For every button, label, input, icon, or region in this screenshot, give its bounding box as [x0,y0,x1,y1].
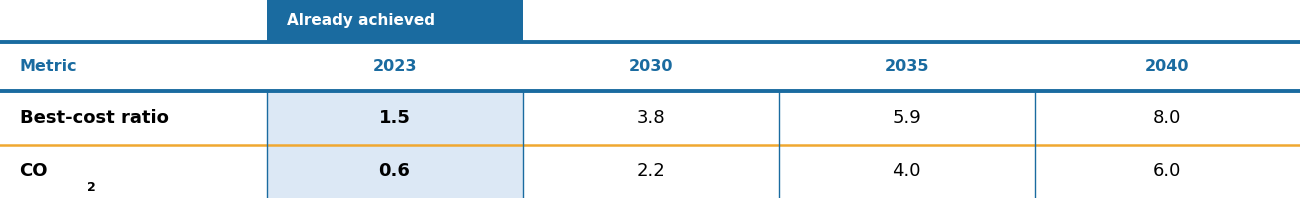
Text: 2030: 2030 [628,59,673,74]
Text: 8.0: 8.0 [1153,109,1182,127]
Text: 0.6: 0.6 [378,162,411,180]
Text: Best-cost ratio: Best-cost ratio [20,109,169,127]
Text: 1.5: 1.5 [378,109,411,127]
Text: 6.0: 6.0 [1153,162,1182,180]
Bar [266,91,523,198]
Text: 5.9: 5.9 [892,109,922,127]
Text: CO: CO [20,162,48,180]
Text: Metric: Metric [20,59,77,74]
Text: 3.8: 3.8 [636,109,666,127]
Text: 2035: 2035 [884,59,930,74]
Text: Already achieved: Already achieved [287,13,436,28]
Text: 2.2: 2.2 [636,162,666,180]
Bar [266,0,523,42]
Text: 2023: 2023 [372,59,417,74]
Text: 2040: 2040 [1145,59,1190,74]
Text: 4.0: 4.0 [893,162,920,180]
Text: 2: 2 [87,181,96,194]
